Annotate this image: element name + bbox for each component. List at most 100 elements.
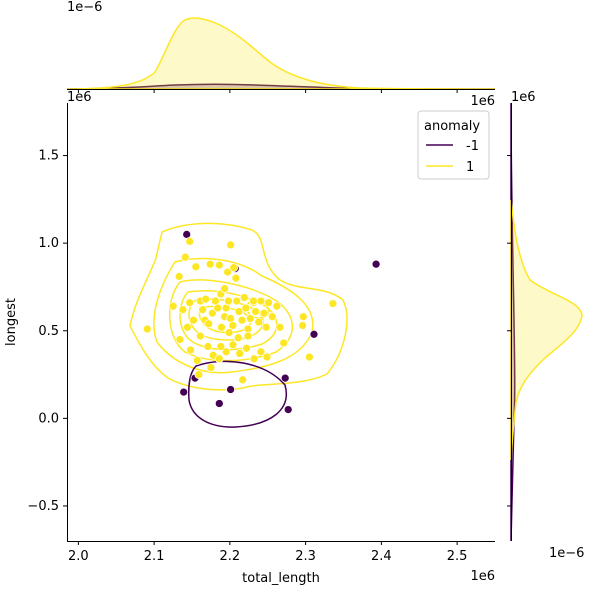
y-tick-label: 0.5	[38, 324, 59, 339]
scatter-point-series-1-68	[298, 312, 308, 322]
right-marginal: 1e−6	[507, 102, 584, 561]
scatter-point-series-1-56	[228, 340, 238, 350]
kde-contour-normal-outer	[129, 222, 348, 391]
scatter-point-series-1-73	[243, 331, 253, 341]
scatter-point-series-1-45	[261, 322, 271, 332]
x-axis-label: total_length	[242, 571, 320, 586]
right-axis-offset-label: 1e6	[511, 90, 536, 105]
scatter-point-series-1-58	[242, 343, 251, 353]
scatter-point-series-0-9	[283, 405, 293, 414]
scatter-point-series-0-8	[280, 373, 290, 383]
top-marginal-offset-label: 1e−6	[67, 0, 102, 15]
kde-contours-normal	[129, 222, 348, 391]
scatter-point-series-1-55	[221, 347, 231, 357]
scatter-point-series-1-0	[226, 240, 235, 250]
kde-contour-normal-2	[153, 257, 314, 374]
scatter-point-series-1-62	[216, 342, 226, 351]
scatter-point-series-1-67	[298, 321, 307, 330]
scatter-point-series-1-66	[305, 352, 314, 362]
legend: anomaly -1 1	[417, 110, 490, 180]
scatter-point-series-1-30	[224, 296, 233, 306]
scatter-point-series-1-54	[214, 354, 224, 364]
scatter-point-series-1-36	[239, 293, 249, 302]
x-tick-label: 2.4	[371, 549, 392, 564]
scatter-point-series-1-70	[249, 296, 258, 306]
scatter-point-series-1-6	[205, 259, 215, 269]
scatter-point-series-1-44	[259, 308, 269, 318]
scatter-point-series-0-6	[226, 385, 235, 394]
scatter-point-series-1-27	[217, 322, 226, 332]
x-tick-label: 2.2	[220, 549, 241, 564]
scatter-point-series-1-11	[175, 335, 185, 344]
scatter-point-series-1-1	[185, 237, 195, 246]
scatter-point-series-1-4	[191, 262, 201, 272]
scatter-point-series-1-59	[249, 354, 259, 364]
scatter-points	[142, 230, 381, 414]
legend-title: anomaly	[424, 119, 480, 134]
right-kde-normal	[510, 199, 583, 461]
scatter-point-series-1-39	[245, 314, 255, 323]
scatter-point-series-1-10	[168, 301, 178, 311]
scatter-point-series-1-34	[234, 307, 244, 316]
scatter-point-series-1-12	[178, 305, 188, 315]
y-tick-label: 0.0	[38, 411, 59, 426]
y-tick-label: −0.5	[27, 499, 59, 514]
y-axis-label: longest	[4, 298, 19, 346]
scatter-point-series-1-64	[194, 370, 204, 379]
scatter-point-series-1-48	[272, 301, 282, 311]
kde-contour-normal-3	[169, 279, 293, 362]
x-tick-label: 2.3	[295, 549, 316, 564]
scatter-point-series-1-46	[264, 298, 273, 308]
scatter-point-series-1-60	[256, 347, 266, 357]
x-offset-label: 1e6	[470, 569, 495, 584]
x-tick-label: 2.1	[144, 549, 165, 564]
scatter-point-series-1-74	[220, 284, 229, 294]
scatter-point-series-1-52	[203, 342, 213, 351]
scatter-point-series-1-61	[262, 352, 272, 362]
scatter-point-series-1-63	[206, 363, 216, 372]
scatter-point-series-1-21	[198, 305, 207, 315]
scatter-point-series-1-57	[235, 349, 245, 358]
scatter-point-series-1-14	[189, 315, 198, 325]
scatter-point-series-1-7	[223, 267, 232, 277]
scatter-point-series-1-65	[238, 375, 248, 385]
scatter-point-series-1-49	[275, 322, 285, 332]
top-marginal: 1e−6	[66, 0, 496, 93]
scatter-point-series-1-17	[195, 331, 205, 341]
x-tick-label: 2.0	[68, 549, 89, 564]
scatter-point-series-1-75	[231, 273, 241, 283]
scatter-point-series-1-16	[186, 345, 195, 355]
scatter-point-series-0-2	[371, 259, 381, 269]
scatter-point-series-1-9	[142, 324, 152, 334]
scatter-point-series-1-43	[256, 296, 266, 306]
scatter-point-series-1-20	[201, 294, 210, 304]
joint-axes: 2.0 2.1 2.2 2.3 2.4 2.5 −0.5 0.0 0.5 1.0 1.5 tota…	[4, 90, 536, 586]
scatter-point-series-1-41	[251, 307, 260, 316]
scatter-point-series-1-42	[254, 317, 264, 327]
scatter-point-series-1-71	[233, 333, 243, 343]
y-tick-label: 1.0	[38, 236, 59, 251]
scatter-point-series-1-50	[279, 338, 289, 348]
scatter-point-series-1-13	[185, 298, 195, 308]
y-tick-label: 1.5	[38, 149, 59, 164]
scatter-point-series-1-33	[232, 296, 242, 306]
y-ticks: −0.5 0.0 0.5 1.0 1.5	[27, 149, 67, 514]
scatter-point-series-1-37	[241, 303, 251, 313]
scatter-point-series-1-47	[267, 312, 277, 322]
scatter-point-series-0-3	[309, 329, 319, 339]
scatter-point-series-0-4	[179, 387, 189, 397]
scatter-point-series-1-8	[229, 263, 239, 273]
legend-label-normal: 1	[466, 160, 474, 175]
scatter-point-series-1-3	[180, 252, 190, 262]
right-marginal-offset-label: 1e−6	[549, 546, 584, 561]
scatter-point-series-1-5	[214, 260, 224, 270]
scatter-point-series-1-25	[213, 303, 223, 313]
scatter-point-series-0-7	[214, 399, 224, 408]
scatter-point-series-1-72	[224, 328, 234, 337]
kde-contour-anomaly	[188, 360, 287, 428]
scatter-point-series-1-51	[192, 356, 202, 365]
top-axis-offset-label: 1e6	[470, 94, 495, 109]
scatter-point-series-1-35	[237, 315, 247, 325]
top-kde-normal	[66, 17, 496, 90]
